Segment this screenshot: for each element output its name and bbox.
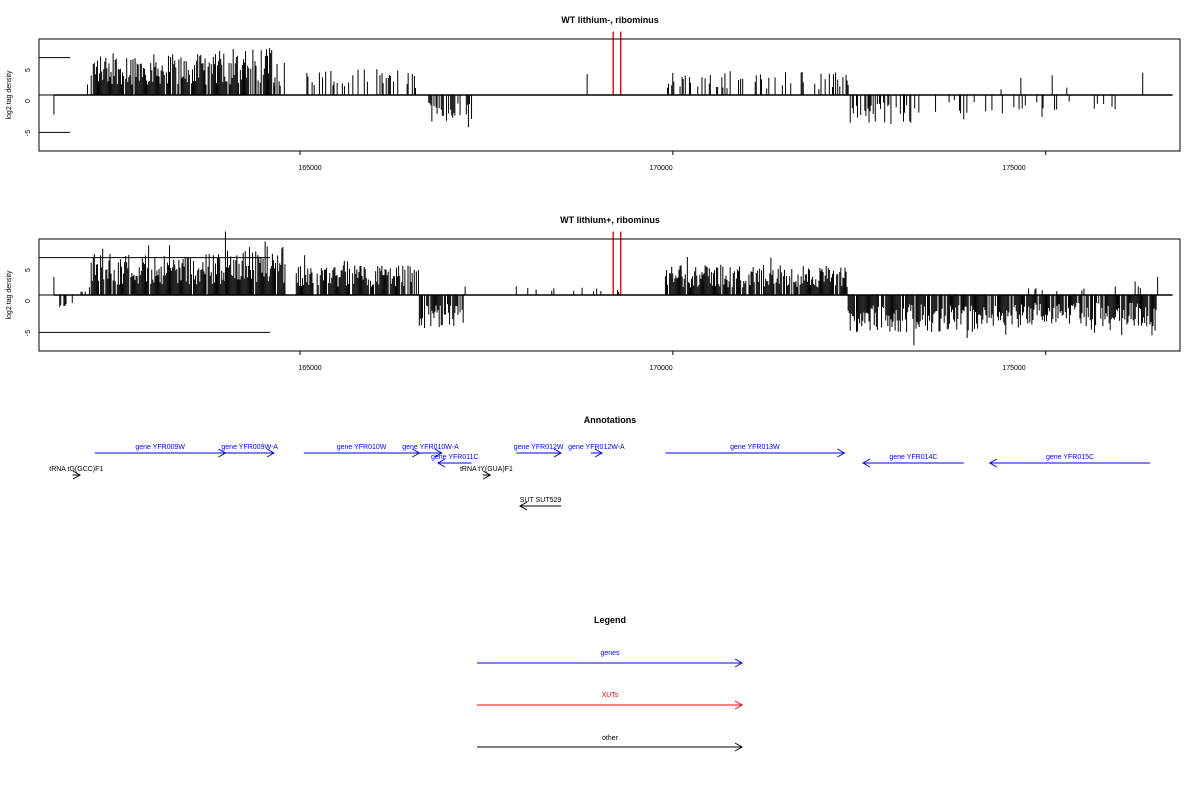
feature-arrowhead [434,448,443,458]
y-tick-label: 5 [25,68,32,72]
y-tick-label: -5 [25,130,32,136]
x-tick-label: 175000 [1002,365,1025,372]
legend-xuts-arrowhead [734,700,744,710]
panel-2-title: WT lithium+, ribominus [560,215,660,225]
feature-label: gene YFR012W [514,444,564,451]
panel-1-ylabel: log2 tag density [6,70,13,120]
panel-1-plot-box [38,38,1181,152]
panel-1-x-ticks: 165000 170000 175000 [298,165,1025,172]
y-tick-label: 0 [25,299,32,303]
annotations-title: Annotations [584,415,637,425]
panel-2-x-ticks: 165000 170000 175000 [298,365,1025,372]
feature-label: gene YFR010W-A [402,444,459,451]
feature-sut-sut529: SUT SUT529 [519,497,562,511]
feature-arrowhead [482,470,492,480]
panel-2-ylabel: log2 tag density [6,270,13,320]
feature-trna-ty-gua-f1: tRNA tY(GUA)F1 [460,466,513,480]
feature-gene-yfr011c: gene YFR011C [431,454,479,468]
feature-arrowhead [436,458,446,468]
annotations-panel: Annotations tRNA tG(GCC)F1 gene YFR009W ge… [49,415,1151,511]
feature-gene-yfr014c: gene YFR014C [862,454,964,468]
feature-gene-yfr009w-a: gene YFR009W-A [221,444,278,458]
feature-gene-yfr012w: gene YFR012W [514,444,564,458]
track-panel-1: WT lithium-, ribominus log2 tag density … [6,15,1181,172]
legend-other-label: other [602,735,619,742]
feature-gene-yfr015c: gene YFR015C [988,454,1151,468]
legend-xuts-label: XUTs [602,692,619,699]
feature-label: gene YFR011C [431,454,479,461]
legend-genes-label: genes [600,650,620,657]
feature-arrowhead [837,448,846,458]
y-tick-label: 0 [25,99,32,103]
legend-item-genes: genes [477,650,744,668]
feature-arrowhead [266,448,275,458]
feature-gene-yfr009w: gene YFR009W [94,444,227,458]
panel-1-y-ticks: 5 0 -5 [25,68,32,136]
feature-gene-yfr013w: gene YFR013W [665,444,846,458]
feature-arrowhead [988,458,998,468]
feature-label: SUT SUT529 [520,497,562,504]
feature-label: gene YFR009W [135,444,185,451]
x-tick-label: 165000 [298,165,321,172]
legend-title: Legend [594,615,626,625]
feature-arrowhead [519,501,528,511]
feature-arrowhead [862,458,871,468]
legend-other-arrowhead [734,742,744,752]
feature-label: gene YFR009W-A [221,444,278,451]
y-tick-label: 5 [25,268,32,272]
y-tick-label: -5 [25,330,32,336]
feature-label: tRNA tY(GUA)F1 [460,466,513,473]
legend-panel: Legend genes XUTs other [477,615,744,752]
feature-arrowhead [594,448,604,458]
feature-label: gene YFR014C [889,454,937,461]
x-tick-label: 175000 [1002,165,1025,172]
x-tick-label: 170000 [649,165,672,172]
panel-2-y-ticks: 5 0 -5 [25,268,32,336]
feature-trna-tg-gcc-f1: tRNA tG(GCC)F1 [49,466,103,480]
track-panel-2: WT lithium+, ribominus log2 tag density … [6,215,1181,372]
x-tick-label: 165000 [298,365,321,372]
feature-gene-yfr012w-a: gene YFR012W-A [568,444,625,458]
feature-label: gene YFR012W-A [568,444,625,451]
legend-item-other: other [477,735,744,752]
x-tick-label: 170000 [649,365,672,372]
panel-1-title: WT lithium-, ribominus [561,15,659,25]
feature-arrowhead [72,470,82,480]
legend-genes-arrowhead [734,658,744,668]
feature-label: gene YFR010W [337,444,387,451]
feature-label: gene YFR013W [730,444,780,451]
feature-arrowhead [553,448,563,458]
feature-label: tRNA tG(GCC)F1 [49,466,103,473]
legend-item-xuts: XUTs [477,692,744,710]
feature-gene-yfr010w-a: gene YFR010W-A [402,444,459,458]
panel-2-plot-box [38,238,1181,352]
feature-label: gene YFR015C [1046,454,1094,461]
